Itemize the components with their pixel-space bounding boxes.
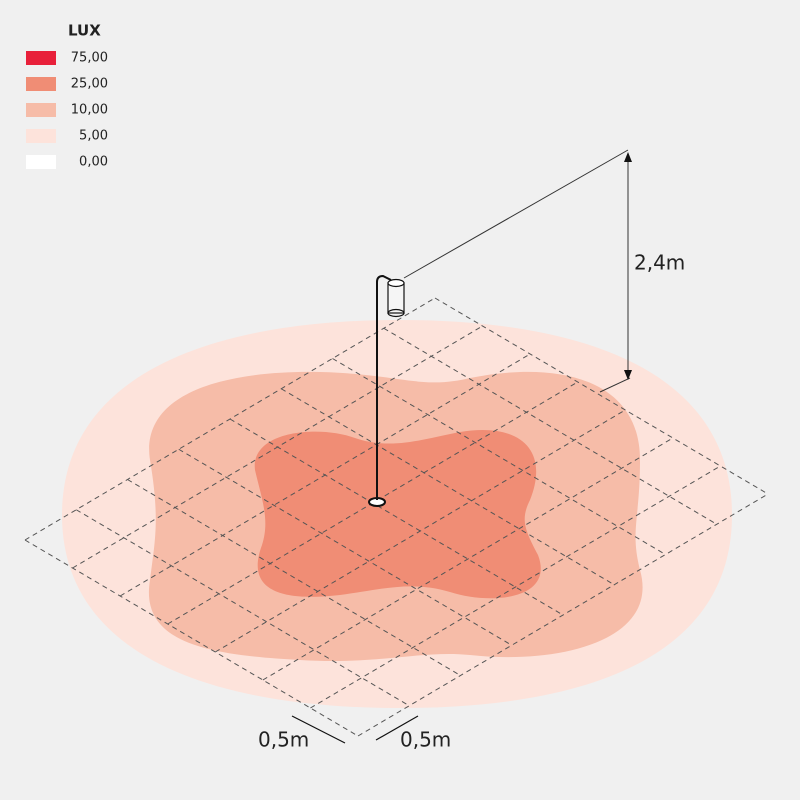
grid-line [215, 409, 626, 653]
zone-25 [254, 429, 541, 599]
legend-label: 0,00 [79, 155, 108, 170]
dim-line [291, 715, 346, 744]
dim-line [375, 715, 419, 741]
grid-line [127, 479, 461, 676]
grid-line [310, 465, 721, 709]
grid-label: 0,5m [258, 728, 309, 752]
grid-label: 0,5m [400, 728, 451, 752]
grid-line [178, 448, 513, 646]
grid [24, 297, 769, 737]
legend-title: LUX [68, 22, 101, 40]
pole [376, 274, 392, 500]
legend-label: 5,00 [79, 129, 108, 144]
height-dimension [403, 149, 632, 393]
grid-line [24, 539, 359, 737]
grid-line [72, 325, 483, 569]
grid-dimensions [291, 715, 419, 744]
legend-label: 75,00 [71, 51, 108, 66]
lamp-top [387, 278, 405, 288]
legend-swatch [26, 77, 56, 91]
grid-line [75, 509, 410, 707]
ref-line [403, 149, 629, 279]
legend-swatch [26, 155, 56, 169]
grid-line [24, 297, 436, 541]
legend-label: 25,00 [71, 77, 108, 92]
lamp-bottom [387, 308, 405, 318]
legend-label: 10,00 [71, 103, 108, 118]
illuminance-zones [62, 320, 732, 708]
grid-line [434, 297, 769, 495]
grid-line [383, 327, 718, 525]
ref-line [599, 377, 631, 393]
legend-swatch [26, 129, 56, 143]
legend-swatch [26, 51, 56, 65]
grid-line [357, 493, 769, 737]
legend: 75,00 25,00 10,00 5,00 0,00 [26, 51, 108, 170]
legend-swatch [26, 103, 56, 117]
grid-line [262, 437, 674, 681]
height-label: 2,4m [634, 251, 685, 275]
grid-line [280, 388, 615, 586]
luminaire [368, 274, 405, 507]
grid-line [332, 358, 666, 555]
grid-line [119, 353, 531, 597]
lamp-body [387, 282, 405, 314]
grid-line [229, 418, 564, 616]
